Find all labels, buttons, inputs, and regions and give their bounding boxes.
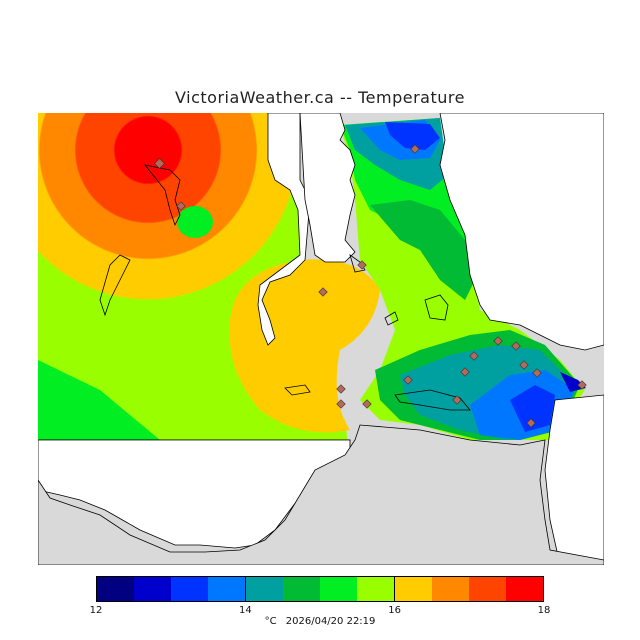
timestamp: 2026/04/20 22:19 xyxy=(285,616,376,627)
land-masses xyxy=(38,424,604,565)
station-marker[interactable] xyxy=(511,341,521,351)
colorbar-tick-label: 14 xyxy=(238,605,252,616)
station-marker[interactable] xyxy=(577,380,587,390)
temperature-field-west xyxy=(38,113,380,445)
station-marker[interactable] xyxy=(357,260,367,270)
station-marker[interactable] xyxy=(362,399,372,409)
station-marker[interactable] xyxy=(410,144,420,154)
colorbar-segment xyxy=(357,577,394,601)
station-marker[interactable] xyxy=(403,375,413,385)
map-title: VictoriaWeather.ca -- Temperature xyxy=(175,88,465,107)
station-marker[interactable] xyxy=(460,367,470,377)
station-marker[interactable] xyxy=(526,418,536,428)
station-markers xyxy=(154,144,587,428)
colorbar-caption: °C 2026/04/20 22:19 xyxy=(0,616,640,627)
station-marker[interactable] xyxy=(469,351,479,361)
colorbar-segment xyxy=(394,577,432,601)
station-marker[interactable] xyxy=(336,399,346,409)
station-marker[interactable] xyxy=(452,395,462,405)
colorbar-segment xyxy=(208,577,245,601)
station-marker[interactable] xyxy=(318,287,328,297)
station-marker[interactable] xyxy=(493,336,503,346)
station-marker[interactable] xyxy=(154,158,165,169)
colorbar-segment xyxy=(134,577,171,601)
colorbar-tick-label: 12 xyxy=(89,605,103,616)
colorbar-tick-label: 16 xyxy=(388,605,402,616)
temperature-field-east xyxy=(340,118,586,440)
colorbar-segment xyxy=(97,577,134,601)
unit-label: °C xyxy=(264,616,277,627)
colorbar-segment xyxy=(245,577,283,601)
colorbar-tick-label: 18 xyxy=(537,605,551,616)
colorbar-segment xyxy=(506,577,543,601)
islands xyxy=(99,164,471,411)
station-marker[interactable] xyxy=(532,368,542,378)
colorbar-segment xyxy=(320,577,357,601)
colorbar-segment xyxy=(171,577,208,601)
station-marker[interactable] xyxy=(336,384,346,394)
temperature-colorbar xyxy=(96,576,544,602)
colorbar-segment xyxy=(469,577,506,601)
station-marker[interactable] xyxy=(176,201,186,211)
colorbar-segment xyxy=(283,577,320,601)
station-marker[interactable] xyxy=(519,360,529,370)
colorbar-segment xyxy=(432,577,469,601)
